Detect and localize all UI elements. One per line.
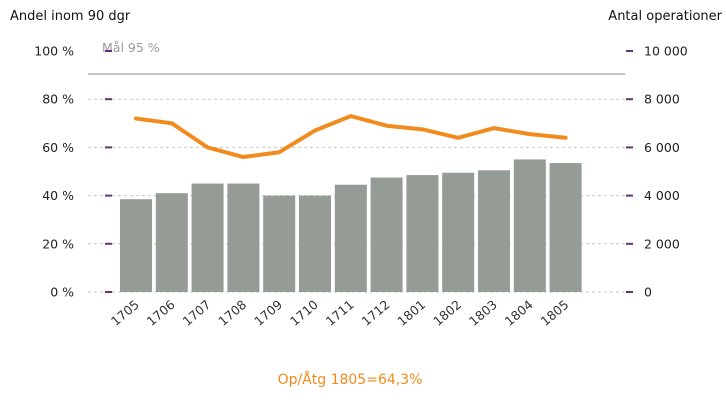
- bar-series: [120, 159, 582, 292]
- x-tick-label: 1710: [287, 297, 321, 329]
- bar: [442, 172, 475, 292]
- bar: [191, 183, 224, 292]
- bar: [299, 195, 331, 292]
- x-tick-label: 1804: [502, 297, 536, 329]
- right-tick-label: 6 000: [644, 140, 680, 155]
- right-tick-label: 10 000: [644, 44, 688, 59]
- bar: [478, 170, 510, 292]
- right-axis-title: Antal operationer: [608, 9, 722, 24]
- x-tick-label: 1705: [108, 297, 142, 329]
- left-tick-label: 100 %: [34, 44, 74, 59]
- left-tick-label: 80 %: [42, 92, 74, 107]
- x-tick-label: 1712: [359, 297, 393, 329]
- left-tick-label: 60 %: [42, 140, 74, 155]
- x-tick-label: 1707: [180, 297, 214, 329]
- x-tick-label: 1803: [466, 297, 500, 329]
- caption: Op/Åtg 1805=64,3%: [278, 371, 423, 388]
- bar: [263, 195, 296, 292]
- bar: [155, 193, 188, 292]
- x-tick-label: 1801: [394, 297, 428, 329]
- bar: [406, 175, 439, 292]
- bar: [120, 199, 152, 292]
- bar: [334, 184, 367, 292]
- line-series: [134, 114, 568, 160]
- goal-line-group: Mål 95 %: [88, 40, 625, 75]
- right-tick-label: 8 000: [644, 92, 680, 107]
- goal-label: Mål 95 %: [102, 40, 160, 55]
- right-tick-label: 2 000: [644, 236, 680, 251]
- left-tick-label: 20 %: [42, 236, 74, 251]
- bar: [513, 159, 546, 292]
- bar: [370, 177, 403, 292]
- left-axis-title: Andel inom 90 dgr: [10, 9, 131, 24]
- left-tick-label: 0 %: [50, 285, 74, 300]
- x-tick-label: 1802: [430, 297, 464, 329]
- x-tick-label: 1711: [323, 297, 357, 329]
- x-tick-label: 1805: [538, 297, 572, 329]
- x-tick-label: 1709: [251, 297, 285, 329]
- x-tick-label: 1706: [144, 297, 178, 329]
- right-tick-label: 4 000: [644, 188, 680, 203]
- line-path: [134, 114, 568, 160]
- left-tick-label: 40 %: [42, 188, 74, 203]
- x-tick-label: 1708: [215, 297, 249, 329]
- bar: [549, 163, 582, 292]
- right-tick-label: 0: [644, 285, 652, 300]
- bar: [227, 183, 260, 292]
